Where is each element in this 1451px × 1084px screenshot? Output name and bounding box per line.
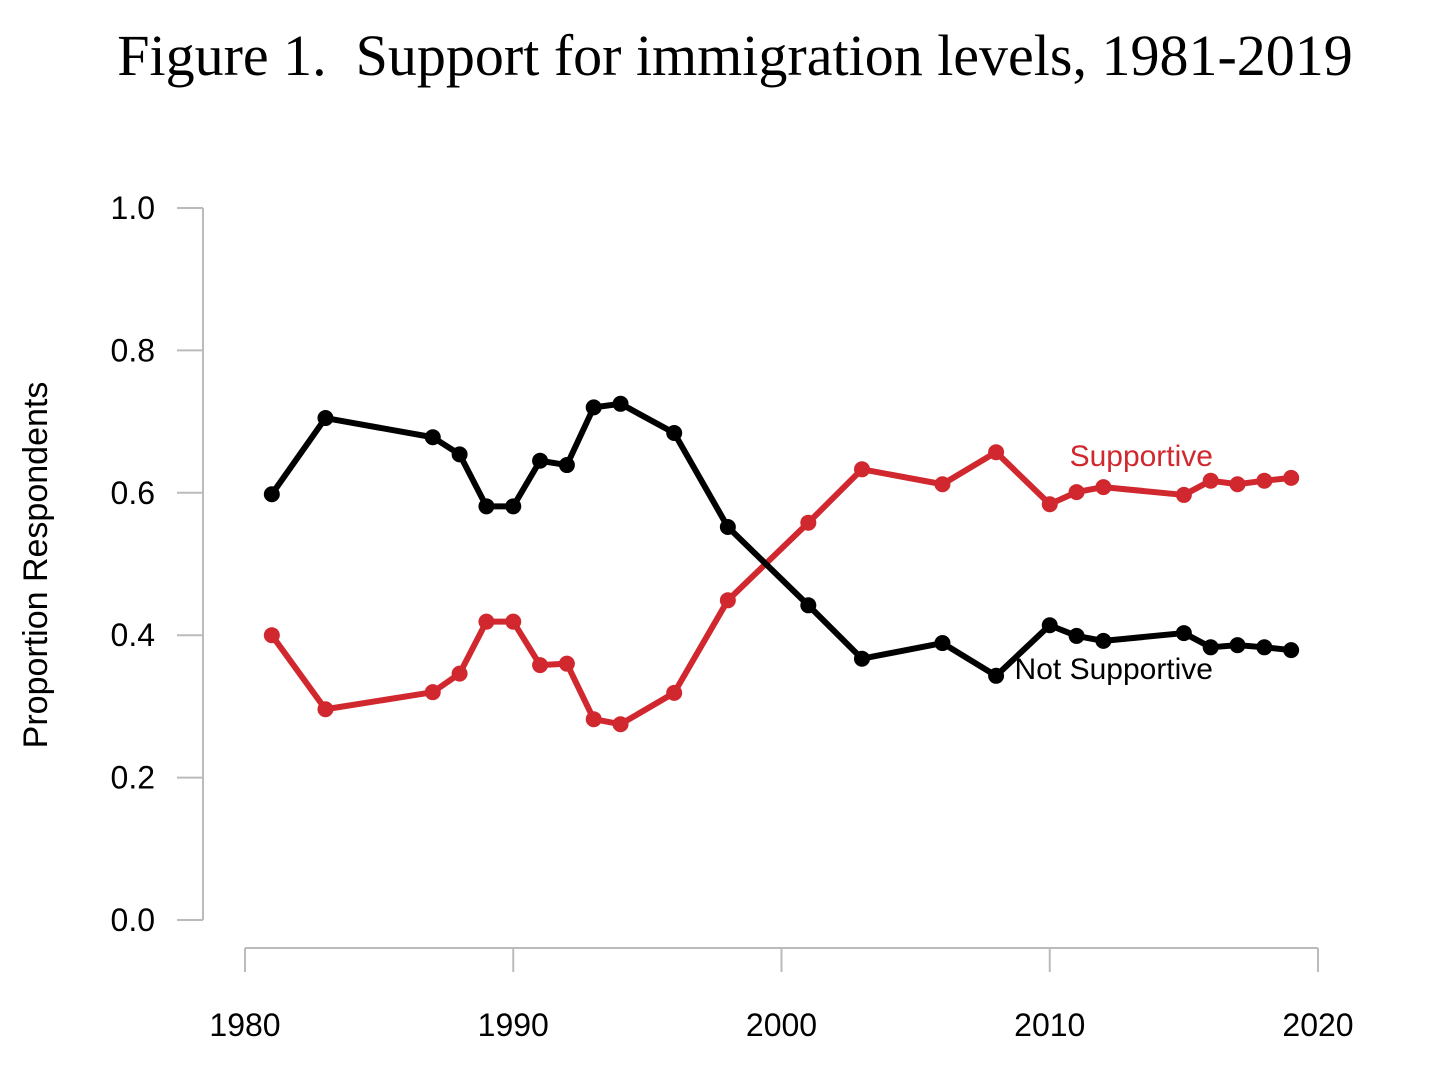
not-supportive-point <box>1068 627 1085 644</box>
not-supportive-point <box>263 486 280 503</box>
not-supportive-point <box>532 452 549 469</box>
supportive-point <box>666 684 683 701</box>
y-axis-label: Proportion Respondents <box>17 382 55 749</box>
not-supportive-point <box>1229 637 1246 654</box>
not-supportive-point <box>800 597 817 614</box>
supportive-point <box>1202 472 1219 489</box>
supportive-point <box>478 613 495 630</box>
supportive-point <box>800 514 817 531</box>
x-tick-label: 1990 <box>478 1007 549 1043</box>
not-supportive-point <box>505 498 522 515</box>
supportive-point <box>1041 496 1058 513</box>
supportive-point <box>719 592 736 609</box>
series-label-supportive: Supportive <box>1070 440 1213 473</box>
y-tick-label: 0.4 <box>111 617 155 653</box>
not-supportive-point <box>451 446 468 463</box>
not-supportive-point <box>424 429 441 446</box>
not-supportive-point <box>612 395 629 412</box>
supportive-point <box>317 701 334 718</box>
not-supportive-point <box>1256 639 1273 656</box>
y-tick-label: 0.0 <box>111 902 155 938</box>
supportive-point <box>451 665 468 682</box>
supportive-point <box>1229 476 1246 493</box>
supportive-point <box>1175 486 1192 503</box>
series-label-not-supportive: Not Supportive <box>1015 653 1213 686</box>
supportive-point <box>263 627 280 644</box>
supportive-point <box>934 476 951 493</box>
supportive-point <box>1283 469 1300 486</box>
not-supportive-point <box>478 498 495 515</box>
not-supportive-point <box>1041 617 1058 634</box>
not-supportive-point <box>317 410 334 427</box>
supportive-point <box>988 444 1005 461</box>
supportive-point <box>1068 484 1085 501</box>
chart-title: Figure 1. Support for immigration levels… <box>117 23 1353 88</box>
y-tick-label: 0.8 <box>111 332 155 368</box>
not-supportive-point <box>1202 639 1219 656</box>
supportive-point <box>853 461 870 478</box>
supportive-point <box>558 655 575 672</box>
supportive-point <box>1256 472 1273 489</box>
not-supportive-point <box>719 518 736 535</box>
not-supportive-point <box>1175 625 1192 642</box>
x-tick-label: 2000 <box>746 1007 817 1043</box>
not-supportive-point <box>853 650 870 667</box>
supportive-point <box>505 613 522 630</box>
not-supportive-point <box>666 424 683 441</box>
x-tick-label: 1980 <box>209 1007 280 1043</box>
y-tick-label: 0.6 <box>111 475 155 511</box>
y-tick-label: 0.2 <box>111 760 155 796</box>
supportive-point <box>424 684 441 701</box>
not-supportive-point <box>585 399 602 416</box>
supportive-point <box>1095 479 1112 496</box>
y-tick-label: 1.0 <box>111 190 155 226</box>
not-supportive-point <box>934 635 951 652</box>
supportive-point <box>585 711 602 728</box>
not-supportive-point <box>558 457 575 474</box>
x-tick-label: 2010 <box>1014 1007 1085 1043</box>
supportive-point <box>532 657 549 674</box>
not-supportive-point <box>988 667 1005 684</box>
not-supportive-point <box>1095 632 1112 649</box>
supportive-point <box>612 716 629 733</box>
not-supportive-point <box>1283 642 1300 659</box>
x-tick-label: 2020 <box>1282 1007 1353 1043</box>
